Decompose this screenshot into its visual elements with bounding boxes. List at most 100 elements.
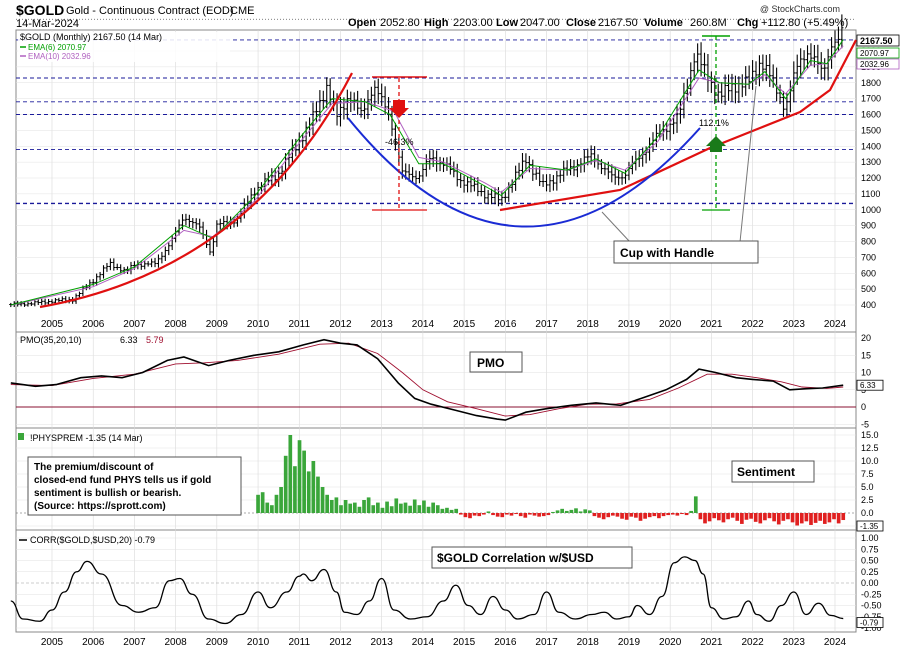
corr-x-tick-label: 2006 [82, 637, 105, 648]
corr-y-tick-label: 0.00 [861, 578, 879, 588]
corr-y-tick-label: -0.25 [861, 589, 882, 599]
pmo-y-tick-label: 15 [861, 350, 871, 360]
corr-x-tick-label: 2018 [577, 637, 600, 648]
physprem-bar [735, 513, 740, 521]
physprem-bar [776, 513, 781, 525]
open-value: 2052.80 [380, 17, 420, 29]
price-x-tick-label: 2012 [329, 319, 352, 330]
corr-legend: CORR($GOLD,$USD,20) -0.79 [30, 535, 155, 545]
price-x-tick-label: 2019 [618, 319, 641, 330]
pmo-legend-value: 6.33 [120, 335, 138, 345]
sentiment-title-bg [731, 460, 815, 483]
physprem-bar [647, 513, 652, 518]
volume-label: Volume [644, 17, 683, 29]
physprem-bar [680, 513, 684, 515]
price-x-tick-label: 2022 [741, 319, 764, 330]
corr-x-tick-label: 2019 [618, 637, 641, 648]
physprem-bar [371, 505, 376, 513]
physprem-legend-swatch [18, 433, 24, 440]
physprem-bar [597, 513, 601, 518]
pmo-title-box: PMO [469, 351, 523, 373]
physprem-bar [611, 513, 615, 516]
physprem-bar [316, 476, 320, 513]
corr-last-tag-text: -0.79 [860, 619, 879, 628]
corr-title-box: $GOLD Correlation w/$USD [431, 546, 633, 569]
close-label: Close [566, 17, 596, 29]
physprem-bar [546, 513, 551, 516]
corr-title: $GOLD Correlation w/$USD [437, 551, 594, 565]
physprem-bar [343, 500, 348, 513]
callout-leader-right [739, 85, 757, 243]
physprem-bar [555, 510, 560, 513]
open-label: Open [348, 17, 376, 29]
corr-x-tick-label: 2020 [659, 637, 682, 648]
physprem-bar [795, 513, 800, 526]
price-x-tick-label: 2008 [165, 319, 188, 330]
physprem-bar [270, 505, 274, 513]
physprem-bar [818, 513, 823, 521]
corr-y-tick-label: -1.00 [861, 623, 882, 633]
physprem-bar [767, 513, 772, 519]
physprem-bar [827, 513, 832, 523]
physprem-bar [320, 487, 325, 513]
physprem-bar [394, 498, 399, 513]
physprem-bar [799, 513, 804, 524]
physprem-bar [329, 500, 334, 513]
physprem-y-tick-label: 15.0 [861, 430, 879, 440]
physprem-bar [592, 513, 597, 517]
physprem-bar [786, 513, 790, 520]
corr-y-tick-label: 0.25 [861, 567, 879, 577]
physprem-bar [624, 513, 629, 520]
price-x-tick-label: 2011 [289, 319, 311, 330]
corr-y-tick-label: 1.00 [861, 533, 879, 543]
physprem-bar [606, 513, 611, 518]
physprem-bar [486, 511, 491, 513]
physprem-bar [288, 435, 293, 513]
physprem-bar [693, 496, 698, 513]
price-y-tick-label: 1200 [861, 173, 881, 183]
physprem-bar [445, 507, 449, 513]
close-value: 2167.50 [598, 17, 638, 29]
corr-line [10, 556, 844, 625]
physprem-bar [661, 513, 666, 517]
physprem-bar [537, 513, 541, 517]
price-x-tick-label: 2015 [453, 319, 476, 330]
physprem-bar [781, 513, 786, 521]
chart-header: $GOLD Gold - Continuous Contract (EOD) C… [16, 2, 848, 30]
physprem-bar [408, 505, 412, 513]
physprem-bar [440, 508, 445, 513]
physprem-bar [514, 513, 518, 515]
physprem-bar [841, 513, 846, 521]
physprem-bar [449, 509, 454, 513]
corr-x-tick-label: 2017 [535, 637, 558, 648]
drop-percent-label: -46.3% [385, 137, 414, 147]
physprem-bar [274, 494, 279, 513]
physprem-bar [532, 513, 537, 516]
physprem-bar [721, 513, 726, 523]
physprem-bar [422, 500, 426, 513]
physprem-bar [569, 509, 574, 513]
physprem-bar [832, 513, 836, 520]
physprem-bar [809, 513, 813, 525]
physprem-last-tag [856, 520, 884, 532]
physprem-bar [518, 513, 523, 517]
rise-percent-label: 112.1% [699, 118, 729, 128]
volume-value: 260.8M [690, 17, 727, 29]
ema6-legend-text: EMA(6) 2070.97 [28, 43, 87, 52]
corr-x-tick-label: 2016 [494, 637, 517, 648]
physprem-bar [703, 513, 707, 524]
pmo-y-tick-label: 20 [861, 333, 871, 343]
physprem-y-tick-label: 2.5 [861, 495, 874, 505]
physprem-legend: !PHYSPREM -1.35 (14 Mar) [30, 433, 143, 443]
physprem-bar [643, 513, 647, 519]
chg-value: +112.80 (+5.49%) [761, 17, 848, 29]
physprem-bar [684, 513, 689, 516]
physprem-bar [666, 513, 670, 516]
corr-layer [10, 556, 844, 625]
physprem-bar [399, 503, 403, 513]
sentiment-note-line: closed-end fund PHYS tells us if gold [34, 475, 211, 486]
physprem-bar [417, 505, 422, 513]
sentiment-note-line: The premium/discount of [34, 462, 154, 473]
parabolic-trendline-2005-2011 [39, 72, 353, 309]
